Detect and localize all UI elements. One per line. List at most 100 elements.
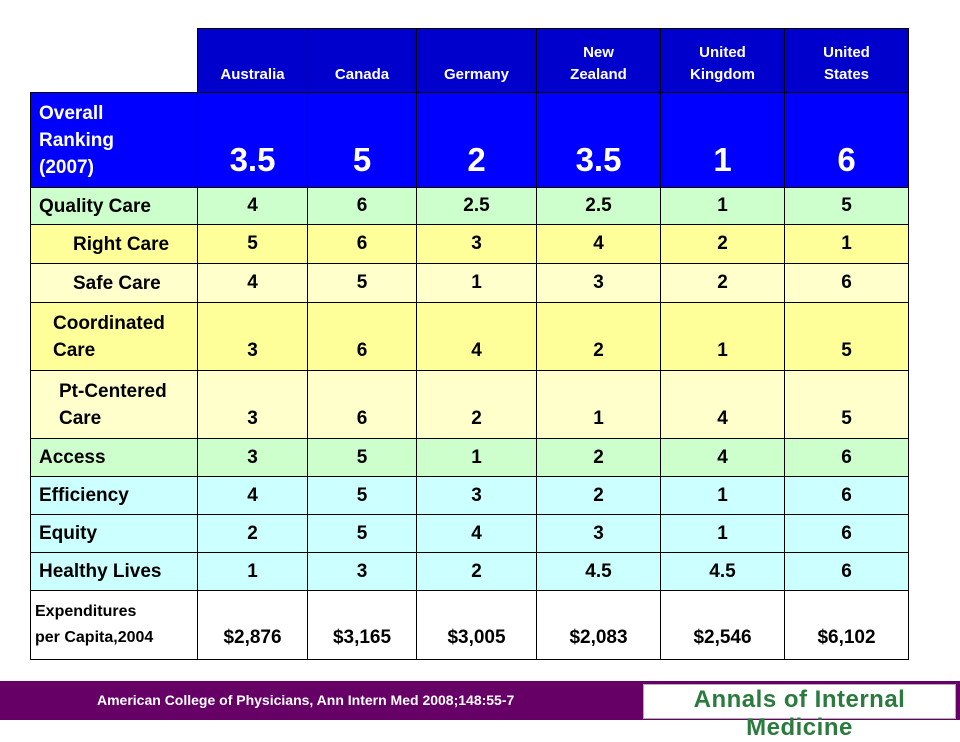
table-row-safe-care: Safe Care 4 5 1 3 2 6 [30, 263, 909, 303]
row-label: Safe Care [30, 263, 198, 303]
cell-value: 6 [784, 552, 909, 591]
cell-value: 3 [416, 224, 537, 264]
cell-value: $3,005 [416, 590, 537, 660]
cell-value: $3,165 [307, 590, 417, 660]
cell-value: 4 [416, 302, 537, 371]
row-label: Coordinated Care [30, 302, 198, 371]
table-row-quality-care: Quality Care 4 6 2.5 2.5 1 5 [30, 187, 909, 225]
cell-value: 5 [307, 438, 417, 477]
ranking-table: Australia Canada Germany New Zealand Uni… [30, 28, 909, 660]
cell-value: $2,546 [660, 590, 785, 660]
cell-value: $2,876 [197, 590, 308, 660]
row-label: Healthy Lives [30, 552, 198, 591]
table-row-access: Access 3 5 1 2 4 6 [30, 438, 909, 477]
cell-value: 3 [197, 438, 308, 477]
cell-value: 6 [784, 476, 909, 515]
cell-value: 5 [307, 514, 417, 553]
cell-value: 2 [536, 302, 661, 371]
citation-text: American College of Physicians, Ann Inte… [97, 692, 515, 708]
cell-value: 4.5 [660, 552, 785, 591]
cell-value: 2 [416, 92, 537, 188]
cell-value: 3.5 [197, 92, 308, 188]
cell-value: 3 [416, 476, 537, 515]
table-row-overall-ranking: Overall Ranking (2007) 3.5 5 2 3.5 1 6 [30, 92, 909, 188]
cell-value: 1 [416, 263, 537, 303]
column-header-canada: Canada [307, 28, 417, 93]
cell-value: $2,083 [536, 590, 661, 660]
cell-value: 5 [784, 302, 909, 371]
cell-value: 2 [416, 552, 537, 591]
cell-value: 6 [307, 370, 417, 439]
cell-value: 4.5 [536, 552, 661, 591]
table-row-pt-centered-care: Pt-Centered Care 3 6 2 1 4 5 [30, 370, 909, 439]
cell-value: 4 [660, 438, 785, 477]
cell-value: 3.5 [536, 92, 661, 188]
cell-value: 4 [660, 370, 785, 439]
cell-value: 6 [784, 514, 909, 553]
column-header-australia: Australia [197, 28, 308, 93]
row-label: Equity [30, 514, 198, 553]
row-label: Overall Ranking (2007) [30, 92, 198, 188]
table-row-coordinated-care: Coordinated Care 3 6 4 2 1 5 [30, 302, 909, 371]
cell-value: 2.5 [416, 187, 537, 225]
cell-value: 3 [536, 514, 661, 553]
journal-logo-text: Annals of Internal Medicine [693, 686, 906, 741]
table-row-healthy-lives: Healthy Lives 1 3 2 4.5 4.5 6 [30, 552, 909, 591]
table-row-equity: Equity 2 5 4 3 1 6 [30, 514, 909, 553]
row-label: Pt-Centered Care [30, 370, 198, 439]
cell-value: 2 [197, 514, 308, 553]
journal-logo: Annals of Internal Medicine [643, 684, 956, 741]
cell-value: 2.5 [536, 187, 661, 225]
table-row-right-care: Right Care 5 6 3 4 2 1 [30, 224, 909, 264]
cell-value: 5 [784, 187, 909, 225]
row-label: Quality Care [30, 187, 198, 225]
cell-value: 5 [307, 476, 417, 515]
cell-value: 1 [660, 92, 785, 188]
cell-value: 2 [660, 224, 785, 264]
row-label: Expenditures per Capita,2004 [30, 590, 198, 660]
cell-value: 4 [197, 263, 308, 303]
cell-value: $6,102 [784, 590, 909, 660]
cell-value: 3 [536, 263, 661, 303]
header-row: Australia Canada Germany New Zealand Uni… [30, 28, 909, 93]
table-row-efficiency: Efficiency 4 5 3 2 1 6 [30, 476, 909, 515]
cell-value: 6 [307, 302, 417, 371]
cell-value: 6 [784, 263, 909, 303]
cell-value: 1 [660, 187, 785, 225]
cell-value: 1 [660, 514, 785, 553]
cell-value: 6 [307, 224, 417, 264]
cell-value: 6 [784, 92, 909, 188]
header-corner [30, 28, 198, 93]
cell-value: 4 [197, 187, 308, 225]
cell-value: 3 [307, 552, 417, 591]
column-header-united-kingdom: United Kingdom [660, 28, 785, 93]
row-label: Right Care [30, 224, 198, 264]
cell-value: 3 [197, 302, 308, 371]
cell-value: 5 [784, 370, 909, 439]
cell-value: 6 [307, 187, 417, 225]
cell-value: 5 [197, 224, 308, 264]
cell-value: 5 [307, 263, 417, 303]
table-row-expenditures: Expenditures per Capita,2004 $2,876 $3,1… [30, 590, 909, 660]
cell-value: 1 [784, 224, 909, 264]
cell-value: 4 [536, 224, 661, 264]
cell-value: 2 [416, 370, 537, 439]
cell-value: 1 [536, 370, 661, 439]
row-label: Access [30, 438, 198, 477]
cell-value: 3 [197, 370, 308, 439]
cell-value: 4 [416, 514, 537, 553]
cell-value: 6 [784, 438, 909, 477]
cell-value: 5 [307, 92, 417, 188]
cell-value: 1 [660, 302, 785, 371]
cell-value: 1 [197, 552, 308, 591]
column-header-new-zealand: New Zealand [536, 28, 661, 93]
row-label: Efficiency [30, 476, 198, 515]
column-header-germany: Germany [416, 28, 537, 93]
column-header-united-states: United States [784, 28, 909, 93]
cell-value: 2 [660, 263, 785, 303]
cell-value: 1 [416, 438, 537, 477]
cell-value: 2 [536, 438, 661, 477]
cell-value: 1 [660, 476, 785, 515]
cell-value: 4 [197, 476, 308, 515]
cell-value: 2 [536, 476, 661, 515]
